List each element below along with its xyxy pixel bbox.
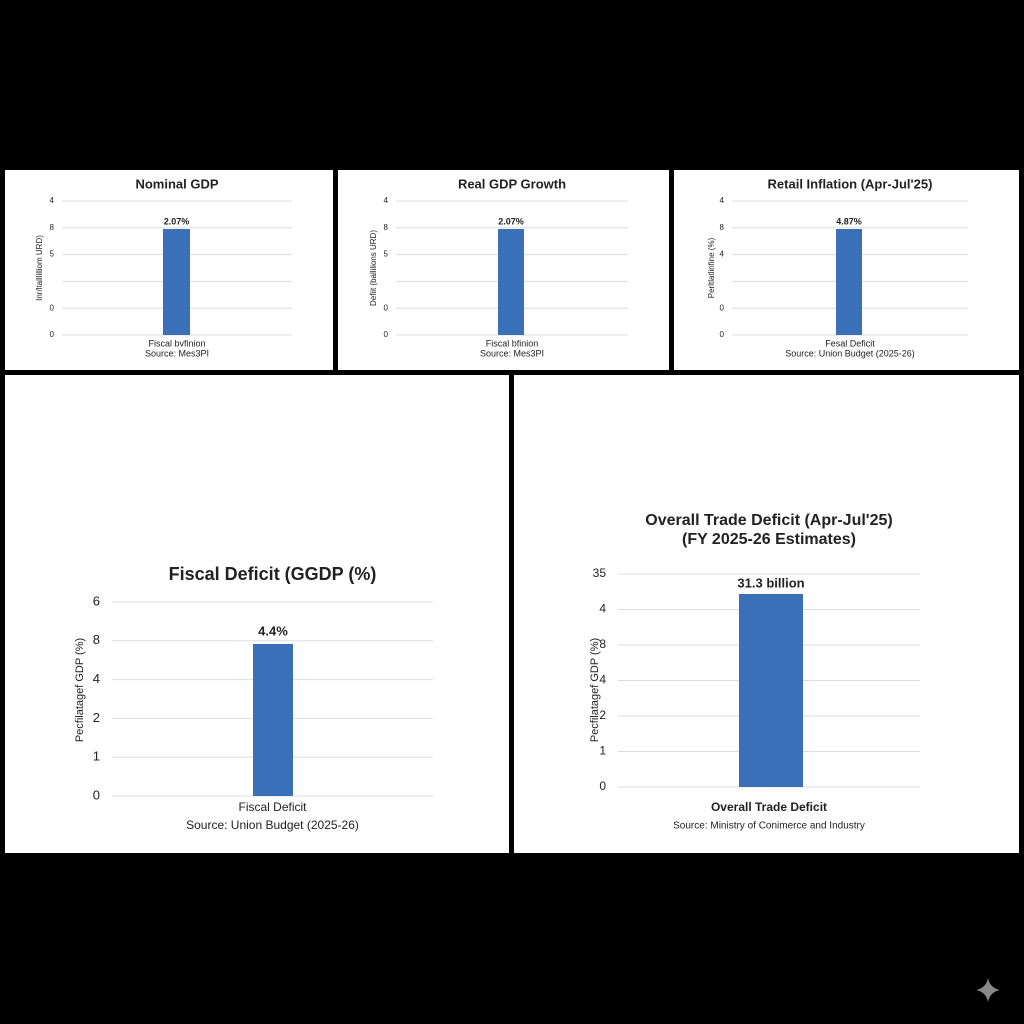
bar — [253, 644, 293, 796]
y-tick-label: 0 — [599, 779, 606, 793]
y-tick-label: 4 — [50, 196, 55, 205]
y-tick-label: 8 — [50, 223, 55, 232]
y-tick-label: 35 — [593, 566, 607, 580]
source-note: Source: Mes3PI — [145, 348, 209, 358]
y-tick-label: 4 — [384, 196, 389, 205]
panel-title: Real GDP Growth — [458, 176, 566, 191]
bar — [836, 229, 862, 335]
panel-title: Fiscal Deficit (GGDP (%) — [169, 564, 377, 584]
y-tick-label: 8 — [384, 223, 389, 232]
x-axis-label: Overall Trade Deficit — [711, 800, 827, 814]
y-tick-label: 0 — [384, 303, 389, 312]
source-note: Source: Ministry of Conimerce and Indust… — [673, 821, 865, 832]
bar — [498, 229, 524, 335]
y-tick-label: 1 — [599, 744, 606, 758]
source-note: Source: Mes3PI — [480, 348, 544, 358]
y-axis-label: Defiit (ballilions URD) — [369, 230, 378, 306]
y-tick-label: 4 — [720, 196, 725, 205]
sparkle-icon — [976, 978, 1000, 1002]
y-tick-label: 0 — [50, 303, 55, 312]
y-axis-label: Perltlatlinfine (%) — [707, 237, 716, 298]
y-tick-label: 4 — [599, 602, 606, 616]
x-axis-label: Fiscal Deficit — [238, 800, 307, 814]
y-axis-label: Pecfilatagef GDP (%) — [74, 638, 86, 742]
panel-title: Overall Trade Deficit (Apr-Jul'25) — [645, 512, 892, 529]
bar-label: 4.4% — [258, 623, 288, 638]
y-tick-label: 0 — [50, 330, 55, 339]
bar-label: 4.87% — [836, 216, 862, 226]
y-axis-label: Pecfilatagef GDP (%) — [589, 638, 601, 742]
y-tick-label: 5 — [384, 250, 389, 259]
y-tick-label: 0 — [720, 303, 725, 312]
y-tick-label: 5 — [50, 250, 55, 259]
bar-label: 2.07% — [498, 216, 524, 226]
bar — [739, 594, 803, 787]
source-note: Source: Union Budget (2025-26) — [186, 818, 359, 832]
panel-title: (FY 2025-26 Estimates) — [682, 531, 856, 548]
bar — [163, 229, 190, 335]
y-tick-label: 0 — [720, 330, 725, 339]
bar-label: 31.3 billion — [737, 575, 804, 590]
y-tick-label: 8 — [599, 637, 606, 651]
y-tick-label: 1 — [93, 749, 100, 764]
bar-label: 2.07% — [164, 216, 190, 226]
panel-title: Retail Inflation (Apr-Jul'25) — [768, 176, 933, 191]
y-tick-label: 4 — [93, 671, 100, 686]
y-tick-label: 8 — [720, 223, 725, 232]
y-tick-label: 0 — [384, 330, 389, 339]
y-tick-label: 2 — [599, 708, 606, 722]
x-axis-label: Fiscal bfinion — [486, 338, 539, 348]
x-axis-label: Fesal Deficit — [825, 338, 875, 348]
y-tick-label: 4 — [720, 250, 725, 259]
y-tick-label: 0 — [93, 787, 100, 802]
x-axis-label: Fiscal bvfinion — [148, 338, 205, 348]
source-note: Source: Union Budget (2025-26) — [785, 348, 915, 358]
y-tick-label: 2 — [93, 710, 100, 725]
y-tick-label: 4 — [599, 673, 606, 687]
panel-title: Nominal GDP — [135, 176, 218, 191]
y-axis-label: Inr/ltalllilliom URD) — [35, 235, 44, 301]
y-tick-label: 6 — [93, 593, 100, 608]
y-tick-label: 8 — [93, 632, 100, 647]
